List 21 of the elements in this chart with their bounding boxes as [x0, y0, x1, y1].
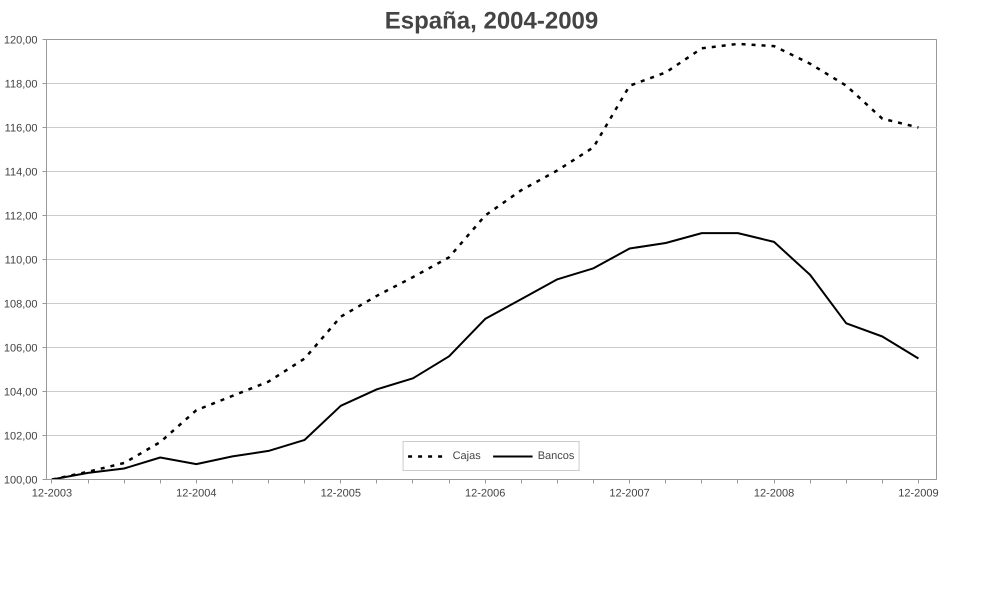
y-tick-label: 106,00	[4, 342, 38, 354]
x-tick-label: 12-2007	[609, 488, 650, 500]
y-tick-label: 116,00	[4, 122, 38, 134]
y-tick-label: 104,00	[4, 386, 38, 398]
chart-title: España, 2004-2009	[384, 8, 598, 34]
y-tick-label: 114,00	[4, 166, 38, 178]
x-tick-label: 12-2009	[898, 488, 939, 500]
y-tick-label: 108,00	[4, 298, 38, 310]
legend-label: Bancos	[538, 450, 574, 462]
y-tick-label: 112,00	[4, 210, 38, 222]
x-tick-label: 12-2004	[176, 488, 217, 500]
y-tick-label: 120,00	[4, 34, 38, 46]
y-tick-label: 100,00	[4, 474, 38, 486]
x-tick-label: 12-2008	[754, 488, 794, 500]
y-tick-label: 118,00	[4, 78, 38, 90]
x-tick-label: 12-2003	[32, 488, 72, 500]
legend-label: Cajas	[452, 450, 481, 462]
y-tick-label: 102,00	[4, 430, 38, 442]
x-tick-label: 12-2005	[320, 488, 361, 500]
y-tick-label: 110,00	[4, 254, 38, 266]
x-tick-label: 12-2006	[464, 488, 506, 500]
